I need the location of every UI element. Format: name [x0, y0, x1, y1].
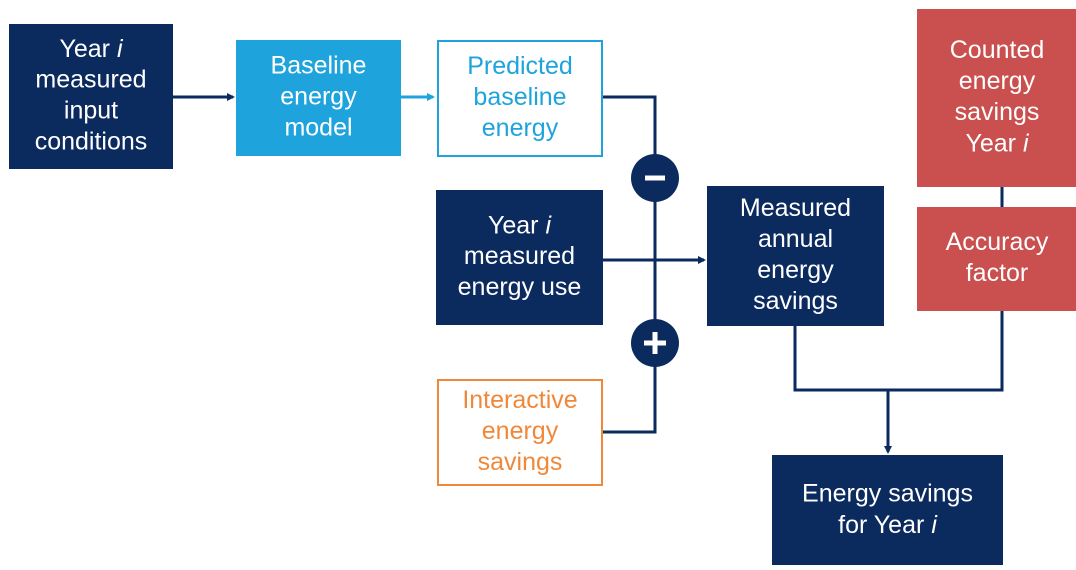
node-label: savings — [955, 98, 1040, 126]
node-box — [917, 207, 1076, 311]
minus-sign — [631, 154, 679, 202]
node-label: Year i — [488, 211, 553, 239]
node: Interactive energy savings — [437, 379, 603, 486]
node: Predicted baseline energy — [437, 40, 603, 157]
node: Year i measured energy use — [436, 190, 603, 325]
label-text: Year — [488, 211, 539, 239]
node-label: energy — [280, 83, 357, 111]
node-box — [236, 40, 401, 156]
label-text: Year — [965, 129, 1016, 157]
node-label: model — [284, 114, 352, 142]
node-box — [436, 190, 603, 325]
node-label: energy — [757, 256, 834, 284]
node-label: factor — [966, 259, 1029, 287]
node-label: conditions — [35, 128, 148, 156]
label-text: Year — [59, 35, 110, 63]
connectors — [172, 93, 1004, 454]
node-label: baseline — [473, 83, 566, 111]
node-label: energy — [482, 114, 559, 142]
label-variable: i — [117, 35, 124, 63]
connector — [793, 310, 1004, 392]
node-label: Year i — [59, 35, 124, 63]
label-variable: i — [545, 211, 552, 239]
node-label: Predicted — [467, 52, 573, 80]
node-label: for Year i — [838, 511, 938, 539]
node-label: measured — [35, 66, 146, 94]
node-label: Interactive — [462, 386, 577, 414]
node-label: annual — [758, 225, 833, 253]
node-box — [437, 379, 603, 486]
node: Energy savings for Year i — [772, 455, 1003, 566]
node-box — [437, 40, 603, 157]
node-label: energy — [959, 67, 1036, 95]
label-variable: i — [1023, 129, 1030, 157]
node-label: measured — [464, 242, 575, 270]
plus-sign — [631, 319, 679, 367]
node-label: energy use — [458, 273, 582, 301]
label-variable: i — [931, 511, 938, 539]
node-box — [917, 9, 1076, 187]
node: Counted energy savings Year i — [917, 9, 1076, 187]
node-label: Energy savings — [802, 480, 973, 508]
connector — [602, 95, 657, 434]
node-label: Year i — [965, 129, 1030, 157]
node: Baseline energy model — [236, 40, 401, 156]
node-box — [9, 24, 173, 169]
node-label: energy — [482, 417, 559, 445]
node-label: Counted — [950, 36, 1045, 64]
node-label: savings — [478, 448, 563, 476]
node: Year i measured input conditions — [9, 24, 173, 169]
node: Accuracy factor — [917, 207, 1076, 311]
node: Measured annual energy savings — [707, 186, 884, 326]
node-label: Measured — [740, 194, 851, 222]
node-label: savings — [753, 287, 838, 315]
node-box — [707, 186, 884, 326]
node-box — [772, 455, 1003, 566]
node-label: Baseline — [271, 52, 367, 80]
node-label: input — [64, 97, 118, 125]
label-text: for Year — [838, 511, 924, 539]
node-label: Accuracy — [946, 228, 1049, 256]
